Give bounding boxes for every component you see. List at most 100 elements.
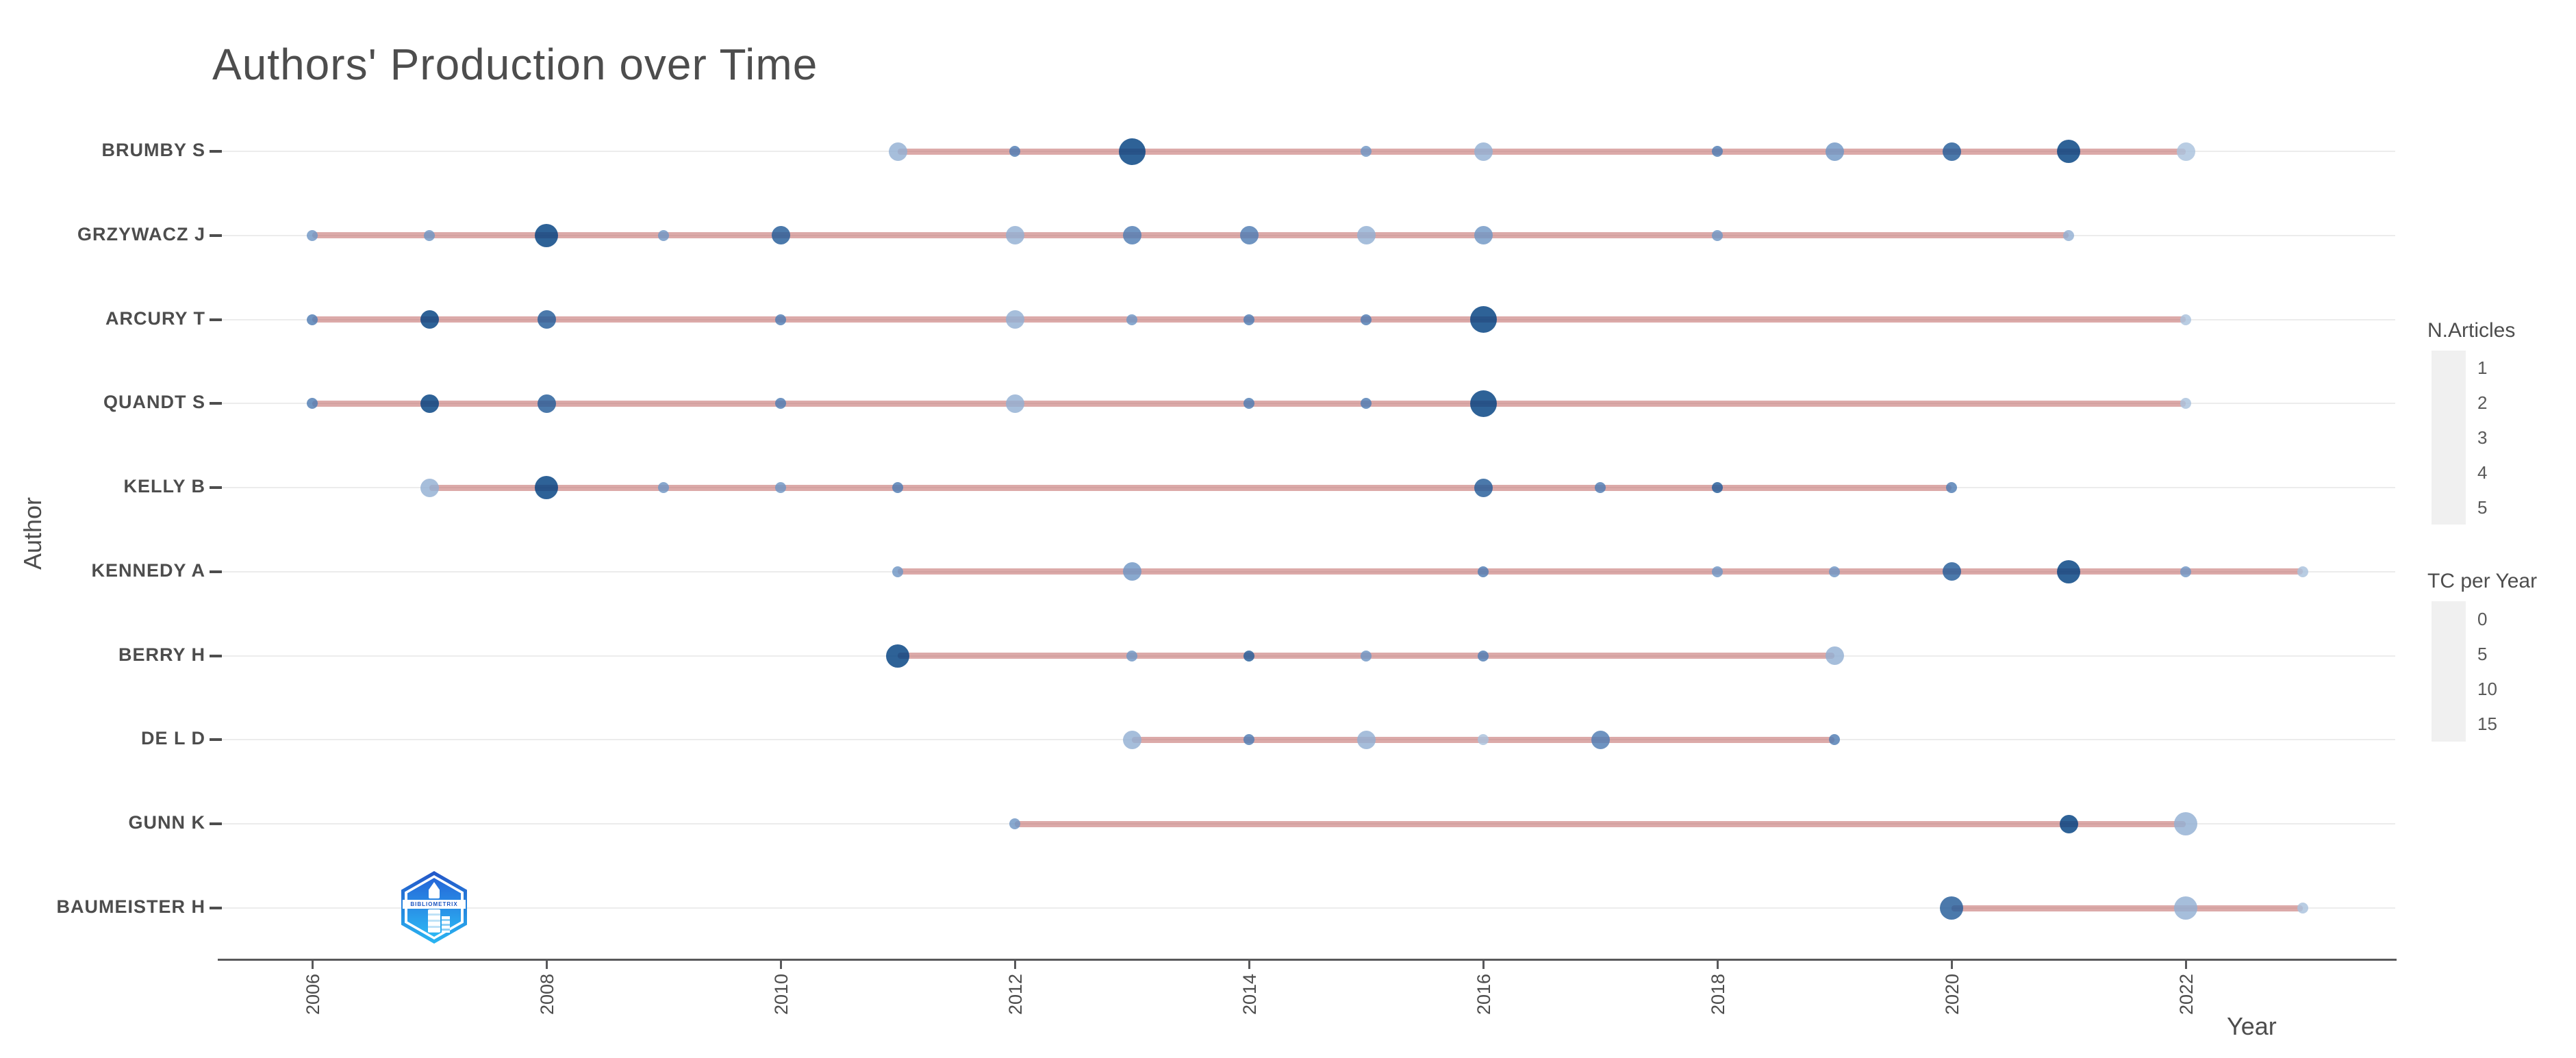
author-axis-label: KELLY B (123, 476, 205, 497)
article-dot (535, 223, 558, 247)
color-legend-label: 0 (2477, 609, 2488, 629)
article-dot (307, 398, 318, 410)
article-dot (1478, 566, 1489, 577)
article-dot (1942, 142, 1961, 161)
article-dot (2057, 140, 2080, 163)
author-axis-tick (210, 402, 222, 405)
article-dot (1712, 566, 1723, 577)
article-dot (1595, 482, 1606, 494)
article-dot (535, 476, 558, 500)
author-axis-tick (210, 318, 222, 321)
row-gridline (218, 907, 2395, 909)
article-dot (888, 142, 907, 161)
article-dot (1243, 314, 1254, 325)
color-legend-label: 15 (2477, 714, 2497, 734)
article-dot (892, 566, 903, 577)
article-dot (2180, 314, 2191, 325)
x-axis-tick (1951, 960, 1953, 969)
article-dot (1469, 390, 1497, 417)
article-dot (420, 394, 439, 413)
production-timeline (898, 568, 2303, 575)
color-legend-label: 10 (2477, 679, 2497, 699)
x-axis-label: Year (2227, 1012, 2277, 1040)
article-dot (1712, 146, 1723, 157)
article-dot (1122, 730, 1141, 749)
article-dot (775, 398, 786, 410)
article-dot (1361, 398, 1372, 410)
size-legend-label: 1 (2477, 357, 2488, 378)
article-dot (1009, 146, 1020, 157)
production-timeline (429, 484, 1952, 491)
x-axis-tick (312, 960, 314, 969)
logo-text: BIBLIOMETRIX (403, 900, 466, 909)
article-dot (771, 226, 790, 245)
x-axis-tick (1248, 960, 1250, 969)
production-timeline (898, 148, 2186, 155)
x-tick-label: 2008 (537, 973, 557, 1016)
article-dot (2180, 398, 2191, 410)
author-axis-label: ARCURY T (105, 307, 205, 329)
chart-title: Authors' Production over Time (212, 40, 818, 89)
x-tick-label: 2012 (1005, 973, 1026, 1016)
article-dot (1825, 142, 1844, 161)
author-axis-tick (210, 822, 222, 826)
article-dot (886, 644, 909, 668)
article-dot (1712, 482, 1723, 494)
article-dot (1005, 394, 1024, 413)
size-legend-label: 5 (2477, 497, 2488, 518)
article-dot (2174, 812, 2197, 836)
article-dot (1940, 896, 1963, 920)
article-dot (775, 314, 786, 325)
author-axis-label: DE L D (140, 728, 205, 749)
article-dot (1361, 650, 1372, 662)
article-dot (1825, 646, 1844, 666)
article-dot (307, 314, 318, 325)
article-dot (537, 310, 556, 329)
author-axis-label: GUNN K (128, 812, 205, 833)
x-axis-line (218, 959, 2397, 961)
x-tick-label: 2006 (303, 973, 323, 1016)
article-dot (2174, 896, 2197, 920)
article-dot (307, 229, 318, 241)
lighthouse-lamp-icon (429, 889, 440, 898)
article-dot (1829, 566, 1840, 577)
lighthouse-cap-icon (429, 882, 439, 889)
article-dot (2180, 566, 2191, 577)
size-legend-label: 2 (2477, 392, 2488, 413)
article-dot (420, 310, 439, 329)
article-dot (1243, 398, 1254, 410)
article-dot (1474, 142, 1493, 161)
article-dot (1239, 226, 1259, 245)
lighthouse-tower-icon (428, 909, 440, 933)
article-dot (1243, 734, 1254, 746)
article-dot (1122, 226, 1141, 245)
color-legend-label: 5 (2477, 644, 2488, 664)
x-tick-label: 2018 (1708, 973, 1728, 1016)
article-dot (1243, 650, 1254, 662)
x-axis-tick (2185, 960, 2187, 969)
article-dot (1126, 314, 1137, 325)
article-dot (1356, 226, 1376, 245)
bibliometrix-logo: BIBLIOMETRIX (401, 871, 467, 944)
production-timeline (312, 232, 2069, 239)
article-dot (1118, 138, 1146, 165)
x-tick-label: 2014 (1239, 973, 1260, 1016)
article-dot (1829, 734, 1840, 746)
x-tick-label: 2020 (1942, 973, 1962, 1016)
article-dot (1122, 562, 1141, 581)
article-dot (1356, 730, 1376, 749)
article-dot (1942, 562, 1961, 581)
author-axis-label: BAUMEISTER H (56, 896, 205, 918)
article-dot (2063, 229, 2074, 241)
article-dot (1009, 818, 1020, 830)
article-dot (1005, 310, 1024, 329)
lighthouse-steps-icon (442, 916, 450, 933)
article-dot (1712, 229, 1723, 241)
article-dot (420, 478, 439, 497)
size-legend-title: N.Articles (2427, 319, 2516, 342)
x-axis-tick (780, 960, 782, 969)
author-axis-tick (210, 150, 222, 153)
article-dot (537, 394, 556, 413)
author-axis-label: BERRY H (118, 644, 205, 665)
article-dot (2297, 903, 2308, 914)
